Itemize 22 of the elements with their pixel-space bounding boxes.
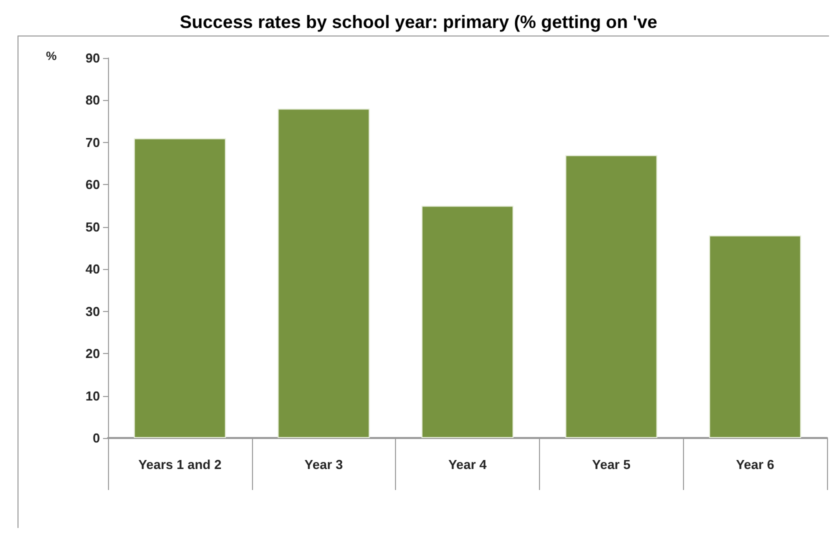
y-tick-label: 30 [86,304,100,319]
x-tick-label: Year 5 [592,457,630,472]
x-tick-label: Year 3 [304,457,343,472]
bar [134,138,226,438]
y-tick-label: 20 [86,346,100,362]
chart-title: Success rates by school year: primary (% getting on 've [180,12,658,32]
y-tick-label: 60 [86,177,100,192]
x-tick-label: Year 6 [736,457,774,472]
y-tick-label: 50 [86,219,100,234]
y-tick-label: 0 [92,430,100,446]
y-tick-label: 90 [86,50,100,66]
y-tick-label: 10 [86,388,100,404]
y-tick-label: 40 [86,262,100,277]
y-tick-label: 70 [86,134,100,150]
y-tick-label: 80 [86,92,100,108]
bar [421,206,514,438]
bar [709,235,802,438]
y-axis-title: % [46,49,57,63]
x-tick-label: Year 4 [448,457,488,472]
bar [565,155,658,438]
bar [278,108,370,438]
x-tick-label: Years 1 and 2 [138,457,222,472]
